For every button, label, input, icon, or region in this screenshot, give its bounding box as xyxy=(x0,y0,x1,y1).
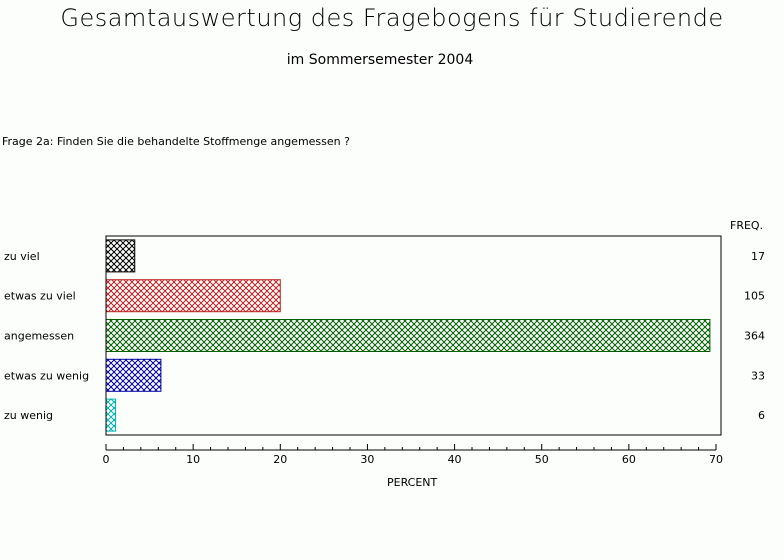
x-tick-label: 0 xyxy=(103,453,110,466)
category-label: angemessen xyxy=(4,330,74,343)
x-tick-label: 20 xyxy=(273,453,287,466)
category-label: etwas zu wenig xyxy=(4,369,89,382)
freq-value: 17 xyxy=(751,250,765,263)
x-tick-label: 40 xyxy=(448,453,462,466)
freq-value: 105 xyxy=(744,290,765,303)
plot-frame xyxy=(105,235,722,436)
bar-4 xyxy=(105,398,117,432)
category-label: zu viel xyxy=(4,250,40,263)
bar-1 xyxy=(105,279,281,313)
bar-3 xyxy=(105,358,162,392)
bar-0 xyxy=(105,239,136,273)
freq-column-header: FREQ. xyxy=(730,219,764,232)
x-tick-label: 60 xyxy=(622,453,636,466)
x-axis-label: PERCENT xyxy=(387,476,438,489)
bar-2 xyxy=(105,319,711,352)
category-label: zu wenig xyxy=(4,409,53,422)
chart-subtitle: im Sommersemester 2004 xyxy=(286,52,474,68)
x-tick-label: 70 xyxy=(709,453,723,466)
chart-title: Gesamtauswertung des Fragebogens für Stu… xyxy=(60,4,724,32)
freq-value: 33 xyxy=(751,369,765,382)
question-text: Frage 2a: Finden Sie die behandelte Stof… xyxy=(2,135,350,148)
freq-value: 364 xyxy=(744,330,765,343)
x-tick-label: 50 xyxy=(535,453,549,466)
x-tick-label: 10 xyxy=(186,453,200,466)
freq-value: 6 xyxy=(758,409,765,422)
x-tick-label: 30 xyxy=(360,453,374,466)
category-label: etwas zu viel xyxy=(4,290,76,303)
